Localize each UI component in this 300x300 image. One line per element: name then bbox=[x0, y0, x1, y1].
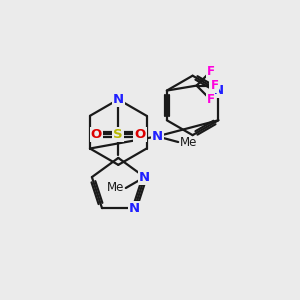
Text: N: N bbox=[152, 130, 163, 143]
Text: Me: Me bbox=[106, 182, 124, 194]
Text: N: N bbox=[113, 93, 124, 106]
Text: F: F bbox=[210, 79, 218, 92]
Text: S: S bbox=[113, 128, 123, 141]
Text: Me: Me bbox=[180, 136, 197, 148]
Text: N: N bbox=[213, 84, 224, 97]
Text: O: O bbox=[91, 128, 102, 141]
Text: O: O bbox=[134, 128, 146, 141]
Text: N: N bbox=[139, 171, 150, 184]
Text: F: F bbox=[206, 93, 214, 106]
Text: F: F bbox=[206, 65, 214, 78]
Text: N: N bbox=[129, 202, 140, 214]
